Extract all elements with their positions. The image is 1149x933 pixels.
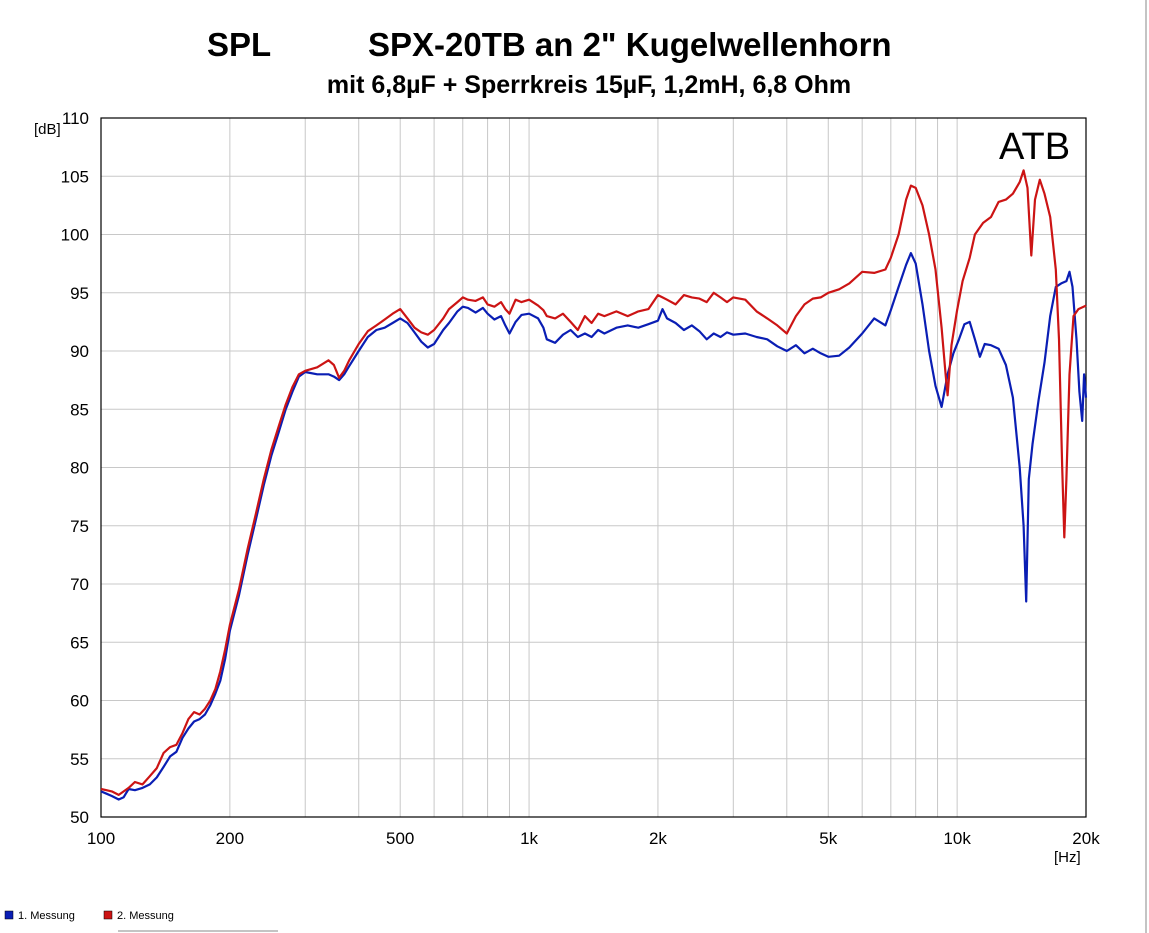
y-tick-label: 100 [61, 226, 89, 245]
plot-frame [100, 117, 1087, 818]
atb-annotation: ATB [999, 126, 1070, 168]
y-tick-label: 70 [70, 575, 89, 594]
y-tick-label: 110 [62, 109, 89, 128]
legend-swatch [103, 910, 113, 920]
x-tick-label: 20k [1072, 829, 1100, 848]
y-tick-label: 60 [70, 692, 89, 711]
chart-subtitle: mit 6,8µF + Sperrkreis 15µF, 1,2mH, 6,8 … [327, 71, 851, 99]
chart-title: SPX-20TB an 2" Kugelwellenhorn [368, 26, 892, 63]
x-axis-unit: [Hz] [1054, 849, 1081, 866]
y-tick-label: 50 [70, 808, 89, 827]
x-tick-label: 1k [520, 829, 538, 848]
legend-label: 1. Messung [18, 910, 75, 922]
x-tick-label: 2k [649, 829, 667, 848]
x-tick-label: 5k [819, 829, 837, 848]
y-tick-label: 75 [70, 517, 89, 536]
y-tick-label: 55 [70, 750, 89, 769]
y-tick-label: 105 [61, 167, 89, 186]
y-axis-unit: [dB] [34, 121, 61, 138]
y-tick-label: 85 [70, 400, 89, 419]
x-tick-label: 10k [943, 829, 971, 848]
y-tick-label: 95 [70, 284, 89, 303]
chart-title-left: SPL [207, 26, 271, 63]
series-line-1 [100, 252, 1088, 801]
legend: 1. Messung 2. Messung [4, 910, 174, 922]
x-tick-label: 200 [216, 829, 244, 848]
tick-labels: 110 105 100 95 90 85 80 75 70 65 60 55 50 100 200 500 1k… [61, 109, 1101, 848]
legend-swatch [4, 910, 14, 920]
legend-label: 2. Messung [117, 910, 174, 922]
y-tick-label: 65 [70, 633, 89, 652]
x-tick-label: 500 [386, 829, 414, 848]
series-lines [100, 169, 1088, 801]
y-tick-label: 90 [70, 342, 89, 361]
y-tick-label: 80 [70, 459, 89, 478]
series-line-2 [100, 169, 1087, 796]
x-tick-label: 100 [87, 829, 115, 848]
